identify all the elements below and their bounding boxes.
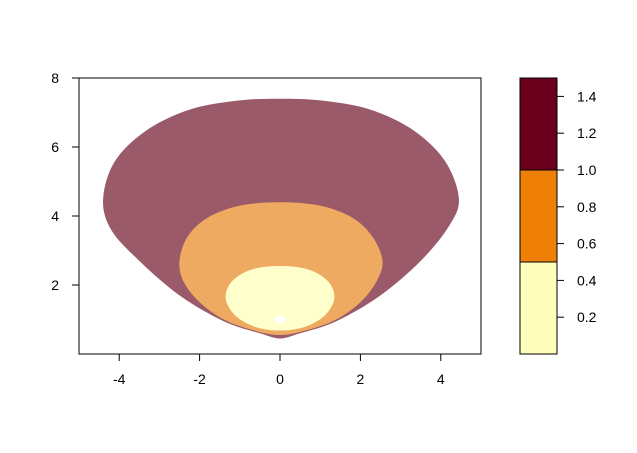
contour-region-2 bbox=[225, 266, 335, 331]
colorbar-band-0 bbox=[519, 261, 558, 355]
y-tick-label: 8 bbox=[51, 70, 59, 86]
colorbar-tick-label: 0.4 bbox=[577, 272, 597, 288]
x-tick-label: 2 bbox=[357, 371, 365, 387]
y-tick-label: 2 bbox=[51, 277, 59, 293]
x-tick-label: 4 bbox=[437, 371, 445, 387]
colorbar-tick-label: 0.8 bbox=[577, 199, 597, 215]
colorbar-tick-label: 1.4 bbox=[577, 88, 597, 104]
colorbar-band-2 bbox=[519, 77, 558, 171]
colorbar-tick-label: 0.2 bbox=[577, 309, 597, 325]
y-tick-label: 6 bbox=[51, 139, 59, 155]
colorbar-band-1 bbox=[519, 169, 558, 263]
colorbar-tick-label: 0.6 bbox=[577, 236, 597, 252]
y-tick-label: 4 bbox=[51, 208, 59, 224]
colorbar-legend: 0.2 0.4 0.6 0.8 1.0 1.2 1.4 bbox=[519, 77, 597, 355]
colorbar-tick-label: 1.0 bbox=[577, 162, 597, 178]
y-axis: 2 4 6 8 bbox=[51, 70, 80, 293]
contour-region-3 bbox=[273, 316, 287, 323]
x-axis: -4 -2 0 2 4 bbox=[113, 353, 445, 387]
x-tick-label: 0 bbox=[276, 371, 284, 387]
plot-area bbox=[78, 77, 482, 355]
x-tick-label: -4 bbox=[113, 371, 126, 387]
colorbar-tick-label: 1.2 bbox=[577, 125, 597, 141]
x-tick-label: -2 bbox=[193, 371, 206, 387]
